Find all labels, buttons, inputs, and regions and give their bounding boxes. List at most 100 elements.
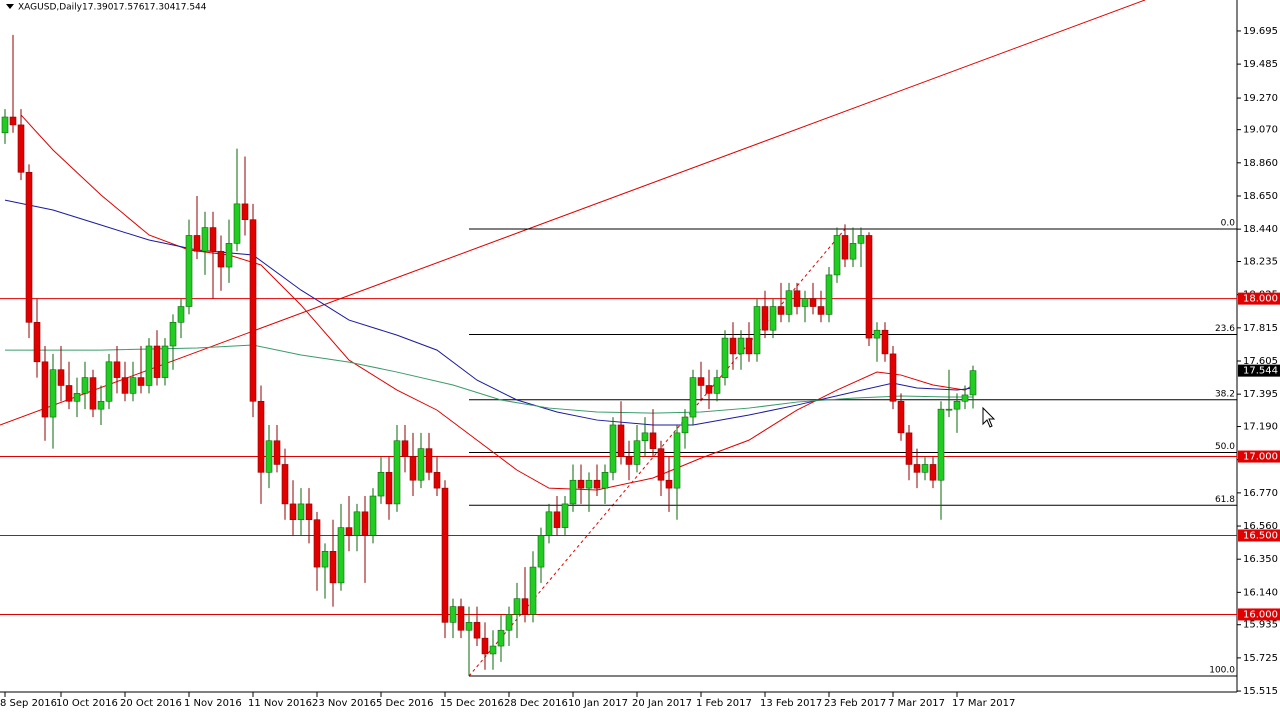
candle (553, 496, 561, 536)
candle-body (297, 503, 305, 521)
candle-body (769, 306, 777, 331)
candle-body (409, 456, 417, 481)
candle-body (593, 479, 601, 489)
candle (865, 232, 873, 346)
y-tick-label: 16.560 (1243, 521, 1278, 532)
candle (65, 361, 73, 410)
candle-body (361, 511, 369, 536)
candle (841, 224, 849, 268)
candle-body (201, 227, 209, 252)
x-tick-label: 11 Nov 2016 (248, 698, 312, 709)
candle (57, 346, 65, 402)
x-tick-label: 10 Jan 2017 (568, 698, 628, 709)
candle (105, 353, 113, 410)
candle (529, 551, 537, 623)
candle (817, 290, 825, 323)
candle (153, 330, 161, 386)
candle (241, 156, 249, 236)
candle-body (401, 440, 409, 457)
candle-body (785, 290, 793, 315)
candle-body (193, 235, 201, 252)
candle-body (249, 219, 257, 402)
candle (649, 409, 657, 457)
candle-body (345, 527, 353, 536)
candle (473, 606, 481, 647)
y-tick-label: 15.935 (1243, 620, 1278, 631)
candle-body (353, 511, 361, 536)
candle (633, 424, 641, 473)
candle-body (145, 345, 153, 386)
menu-arrow[interactable] (6, 4, 14, 9)
candle (257, 385, 265, 504)
fib-level-label: 100.0 (1209, 666, 1235, 676)
candle-body (1, 116, 9, 134)
candle-body (441, 487, 449, 623)
candle-body (857, 235, 865, 244)
candle (641, 417, 649, 457)
candle-body (753, 306, 761, 355)
candle-body (809, 298, 817, 307)
y-tick-label: 19.070 (1243, 125, 1278, 136)
candle (297, 488, 305, 536)
candle-body (529, 566, 537, 615)
candle (953, 393, 961, 433)
candle-body (121, 377, 129, 394)
candle (889, 346, 897, 410)
candle (617, 401, 625, 465)
candle (457, 598, 465, 639)
candle (937, 401, 945, 520)
candle-body (697, 377, 705, 386)
candle (913, 448, 921, 489)
candle-body (825, 274, 833, 315)
level-tag-label: 18.000 (1243, 294, 1278, 305)
candle (969, 365, 977, 409)
candle-body (49, 369, 57, 418)
candle-body (169, 322, 177, 347)
x-tick-label: 8 Sep 2016 (0, 698, 57, 709)
candle (209, 211, 217, 299)
header-high: 17.576 (113, 3, 145, 13)
candle (425, 432, 433, 481)
candle (441, 480, 449, 639)
candle (265, 424, 273, 489)
candle (233, 148, 241, 252)
fib-level-label: 23.6 (1215, 324, 1235, 334)
candle (833, 227, 841, 283)
candle-body (65, 385, 73, 402)
candle-body (241, 203, 249, 220)
candle-body (233, 203, 241, 244)
x-tick-label: 13 Feb 2017 (760, 698, 822, 709)
header-low: 17.304 (144, 3, 176, 13)
level-tag (1238, 450, 1280, 463)
candle-body (489, 645, 497, 655)
candle (801, 290, 809, 323)
symbol-label: XAGUSD,Daily (18, 3, 83, 13)
candle (697, 361, 705, 402)
candle (793, 282, 801, 315)
candle (577, 464, 585, 504)
level-tag-label: 16.000 (1243, 609, 1278, 620)
candle (313, 511, 321, 591)
candle (201, 211, 209, 275)
candle (857, 227, 865, 268)
candle (665, 456, 673, 512)
fib-level-label: 38.2 (1215, 389, 1235, 399)
y-tick-label: 18.440 (1243, 224, 1278, 235)
candle-body (617, 424, 625, 457)
candle (961, 385, 969, 410)
candle-body (513, 598, 521, 615)
candle (513, 582, 521, 639)
candle (369, 488, 377, 544)
candle-body (185, 235, 193, 307)
candle (681, 409, 689, 449)
level-tag-label: 17.000 (1243, 452, 1278, 463)
candle (361, 496, 369, 583)
plot-area (0, 0, 1146, 426)
candle (713, 369, 721, 402)
candle-body (969, 370, 977, 396)
candle-body (425, 448, 433, 473)
candle-body (601, 472, 609, 489)
candle-body (41, 361, 49, 418)
candle (185, 219, 193, 315)
